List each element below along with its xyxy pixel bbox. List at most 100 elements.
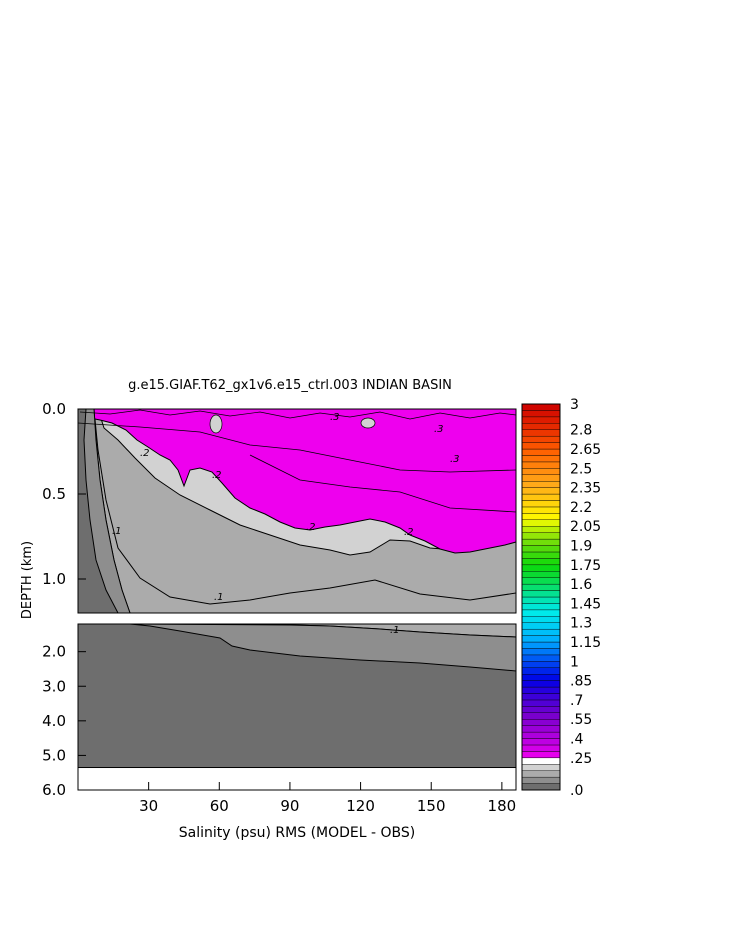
colorbar-band bbox=[521, 654, 561, 662]
y-tick-label: 1.0 bbox=[42, 570, 66, 588]
colorbar-band bbox=[521, 455, 561, 463]
colorbar-band bbox=[521, 571, 561, 578]
colorbar-band bbox=[521, 725, 561, 733]
y-tick-label: 3.0 bbox=[42, 677, 66, 695]
contour-line-0.35 bbox=[249, 454, 517, 513]
colorbar-band bbox=[521, 468, 561, 475]
colorbar-frame bbox=[521, 403, 561, 791]
contour-label: .3 bbox=[434, 424, 444, 435]
lower-panel: .1 bbox=[77, 623, 517, 791]
colorbar-label: 1.15 bbox=[570, 635, 601, 651]
colorbar-band bbox=[521, 616, 561, 623]
colorbar-label: 1.3 bbox=[570, 616, 592, 632]
colorbar-label: 3 bbox=[570, 397, 579, 413]
colorbar-band bbox=[521, 757, 561, 765]
colorbar-band bbox=[521, 416, 561, 424]
colorbar-band bbox=[521, 545, 561, 553]
x-tick-label: 150 bbox=[417, 797, 446, 815]
colorbar-band bbox=[521, 776, 561, 784]
colorbar-label: 2.65 bbox=[570, 442, 601, 458]
colorbar-band bbox=[521, 674, 561, 681]
colorbar-band bbox=[521, 551, 561, 559]
colorbar-band bbox=[521, 603, 561, 611]
y-tick-label: 6.0 bbox=[42, 781, 66, 799]
y-tick-label: 0.0 bbox=[42, 400, 66, 418]
colorbar-band bbox=[521, 474, 561, 482]
colorbar-band bbox=[521, 526, 561, 533]
colorbar-band bbox=[521, 764, 561, 771]
colorbar-band bbox=[521, 538, 561, 546]
y-tick-label: 5.0 bbox=[42, 746, 66, 764]
colorbar-band bbox=[521, 423, 561, 430]
colorbar-band bbox=[521, 712, 561, 720]
colorbar-band bbox=[521, 532, 561, 540]
colorbar-label: .85 bbox=[570, 674, 592, 690]
colorbar-label: 2.8 bbox=[570, 423, 592, 439]
colorbar: 3 2.8 2.65 2.5 2.35 2.2 2.05 1.9 1.75 1.6 1.45 1.3 1… bbox=[521, 397, 601, 799]
colorbar-band bbox=[521, 583, 561, 591]
colorbar-label: .25 bbox=[570, 751, 592, 767]
colorbar-label: 1 bbox=[570, 654, 579, 670]
colorbar-label: .4 bbox=[570, 732, 583, 748]
y-tick-label: 4.0 bbox=[42, 712, 66, 730]
contour-label: .2 bbox=[404, 527, 414, 538]
x-tick-label: 180 bbox=[488, 797, 517, 815]
contour-line-surface bbox=[79, 409, 517, 420]
contour-line-0.3 bbox=[77, 422, 517, 473]
colorbar-band bbox=[521, 686, 561, 694]
x-axis-ticks: 30 60 90 120 150 180 bbox=[139, 782, 516, 815]
contour-label: .3 bbox=[450, 454, 460, 465]
colorbar-label: 2.5 bbox=[570, 461, 592, 477]
colorbar-label: 1.9 bbox=[570, 539, 592, 555]
colorbar-band bbox=[521, 487, 561, 495]
colorbar-band bbox=[521, 448, 561, 456]
colorbar-band bbox=[521, 667, 561, 675]
colorbar-band bbox=[521, 731, 561, 739]
colorbar-band bbox=[521, 403, 561, 411]
colorbar-label: .0 bbox=[570, 783, 583, 799]
colorbar-label: 1.6 bbox=[570, 577, 592, 593]
colorbar-band bbox=[521, 609, 561, 617]
colorbar-band bbox=[521, 641, 561, 649]
colorbar-label: 1.45 bbox=[570, 596, 601, 612]
y-axis-label: DEPTH (km) bbox=[20, 541, 35, 619]
contour-label: .3 bbox=[330, 412, 340, 423]
y-tick-label: 0.5 bbox=[42, 485, 66, 503]
colorbar-label: 2.05 bbox=[570, 519, 601, 535]
contour-label: .2 bbox=[306, 522, 316, 533]
colorbar-band bbox=[521, 435, 561, 443]
colorbar-band bbox=[521, 590, 561, 598]
colorbar-band bbox=[521, 770, 561, 778]
light-patch-1 bbox=[360, 417, 376, 429]
colorbar-band bbox=[521, 693, 561, 701]
colorbar-band bbox=[521, 719, 561, 726]
colorbar-band bbox=[521, 751, 561, 759]
region-0.25-0.4 bbox=[77, 408, 517, 554]
colorbar-band bbox=[521, 783, 561, 791]
colorbar-band bbox=[521, 500, 561, 508]
x-tick-label: 120 bbox=[346, 797, 375, 815]
colorbar-band bbox=[521, 506, 561, 514]
bottom-land-mask bbox=[77, 767, 517, 791]
colorbar-label: .7 bbox=[570, 693, 583, 709]
upper-panel-frame bbox=[77, 408, 517, 614]
colorbar-band bbox=[521, 461, 561, 469]
colorbar-band bbox=[521, 577, 561, 585]
lower-panel-frame bbox=[77, 623, 517, 791]
light-patch-0 bbox=[209, 414, 223, 434]
x-tick-label: 30 bbox=[139, 797, 158, 815]
colorbar-band bbox=[521, 429, 561, 437]
contour-label: .2 bbox=[212, 470, 222, 481]
contour-label: .1 bbox=[390, 625, 400, 636]
colorbar-band bbox=[521, 744, 561, 752]
colorbar-band bbox=[521, 481, 561, 488]
contour-label: .1 bbox=[214, 592, 224, 603]
lower-region-0.05-0.1 bbox=[129, 623, 517, 672]
colorbar-band bbox=[521, 596, 561, 604]
colorbar-band bbox=[521, 513, 561, 520]
colorbar-band bbox=[521, 635, 561, 643]
contour-label: .1 bbox=[112, 526, 122, 537]
colorbar-band bbox=[521, 564, 561, 572]
x-tick-label: 60 bbox=[210, 797, 229, 815]
